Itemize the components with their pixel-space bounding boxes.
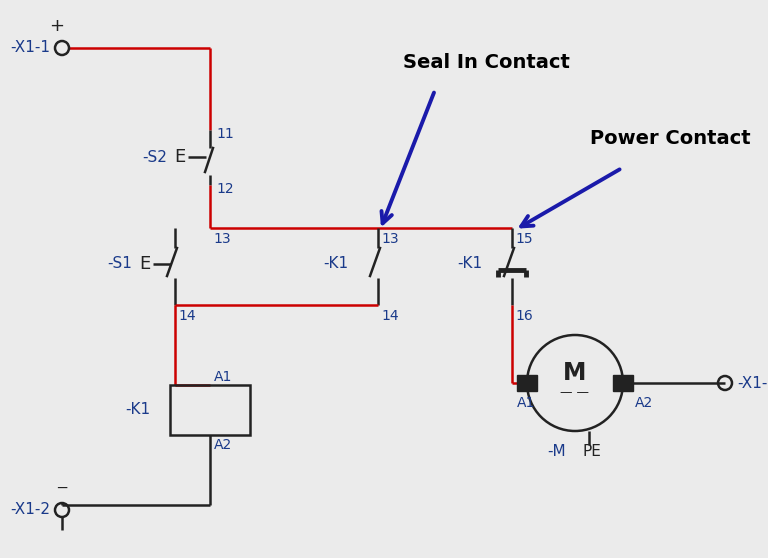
Text: -K1: -K1 [457,257,482,272]
Text: -X1-3: -X1-3 [737,376,768,391]
Text: -S1: -S1 [107,257,132,272]
Text: 16: 16 [515,309,533,323]
Text: 15: 15 [515,232,533,246]
Text: M: M [563,361,587,385]
Text: -X1-2: -X1-2 [10,503,50,517]
Text: 11: 11 [216,127,233,141]
Text: E: E [174,148,186,166]
Text: -X1-1: -X1-1 [10,41,50,55]
Text: ─: ─ [58,480,67,496]
Text: A1: A1 [517,396,535,410]
Text: A2: A2 [214,438,232,452]
Text: PE: PE [583,444,602,459]
Text: 13: 13 [213,232,230,246]
Text: A1: A1 [214,370,233,384]
Text: A2: A2 [635,396,654,410]
Text: 12: 12 [216,182,233,196]
Text: -K1: -K1 [125,402,150,417]
Text: +: + [49,17,65,35]
Text: -M: -M [547,444,565,459]
Text: — —: — — [561,387,590,400]
Text: 13: 13 [381,232,399,246]
Bar [170,385,250,435]
Bar [613,375,633,391]
Text: -K1: -K1 [323,257,348,272]
Text: Power Contact: Power Contact [590,128,750,147]
Bar [517,375,537,391]
Text: Seal In Contact: Seal In Contact [403,52,570,71]
Text: E: E [139,255,151,273]
Text: 14: 14 [381,309,399,323]
Text: -S2: -S2 [142,150,167,165]
Text: 14: 14 [178,309,196,323]
